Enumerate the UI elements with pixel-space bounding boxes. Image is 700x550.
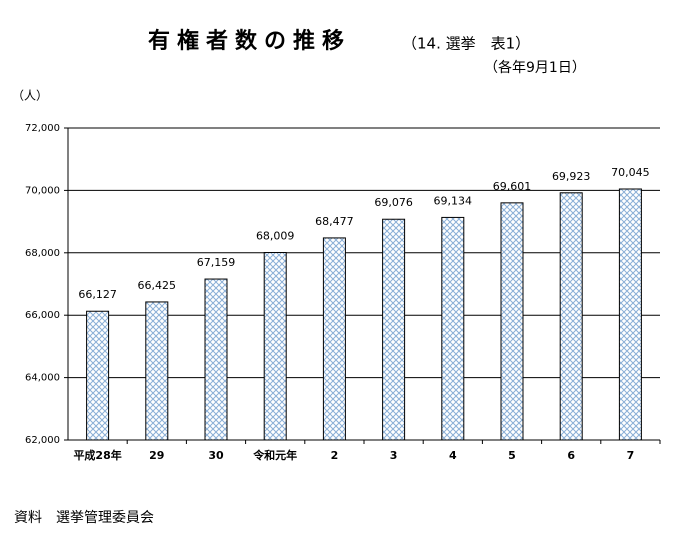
y-tick-label: 70,000 (25, 185, 60, 196)
value-label: 69,134 (434, 194, 473, 207)
bar (204, 278, 228, 441)
value-label: 68,009 (256, 230, 295, 243)
bar (500, 202, 524, 441)
value-label: 69,601 (493, 180, 532, 193)
source-note: 資料 選挙管理委員会 (14, 510, 154, 526)
x-tick-label: 29 (149, 449, 164, 462)
value-label: 66,127 (78, 288, 117, 301)
x-tick-label: 平成28年 (73, 448, 121, 462)
bar (382, 218, 406, 441)
y-tick-label: 62,000 (25, 435, 60, 446)
y-tick-label: 64,000 (25, 373, 60, 384)
date-note: （各年9月1日） (484, 60, 586, 76)
value-label: 69,923 (552, 170, 591, 183)
x-tick-label: 4 (449, 449, 457, 462)
bar (263, 252, 287, 441)
bar (86, 310, 110, 441)
x-tick-label: 30 (208, 449, 224, 462)
bar (322, 237, 346, 441)
x-tick-label: 5 (508, 449, 516, 462)
y-unit: （人） (12, 89, 48, 103)
value-label: 70,045 (611, 166, 650, 179)
y-tick-label: 72,000 (25, 123, 60, 134)
value-label: 66,425 (138, 279, 177, 292)
value-label: 67,159 (197, 256, 236, 269)
bar (559, 192, 583, 441)
x-tick-label: 令和元年 (252, 448, 297, 462)
bar (441, 216, 465, 441)
x-tick-label: 6 (567, 449, 575, 462)
chart-subtitle: （14. 選挙 表1） (402, 35, 530, 53)
chart-title: 有権者数の推移 (148, 28, 351, 54)
y-tick-label: 66,000 (25, 310, 60, 321)
x-tick-label: 7 (627, 449, 635, 462)
bar (145, 301, 169, 441)
value-label: 69,076 (374, 196, 413, 209)
value-label: 68,477 (315, 215, 354, 228)
y-tick-label: 68,000 (25, 248, 60, 259)
bar (618, 188, 642, 441)
x-tick-label: 3 (390, 449, 398, 462)
x-tick-label: 2 (331, 449, 339, 462)
